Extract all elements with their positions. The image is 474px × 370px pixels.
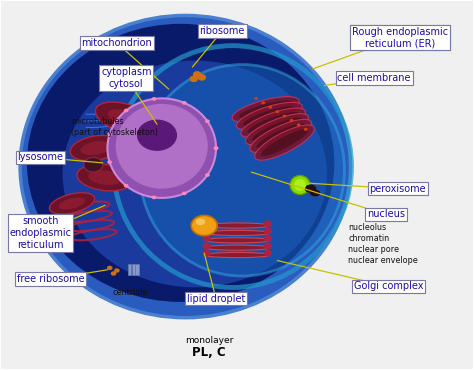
Ellipse shape — [261, 101, 265, 104]
Ellipse shape — [77, 164, 133, 191]
Ellipse shape — [202, 235, 211, 242]
Ellipse shape — [232, 97, 299, 122]
Ellipse shape — [139, 64, 345, 276]
Text: PL, C: PL, C — [192, 346, 226, 359]
Ellipse shape — [205, 173, 210, 177]
Ellipse shape — [214, 146, 219, 150]
Ellipse shape — [264, 250, 272, 256]
Ellipse shape — [264, 221, 272, 227]
Ellipse shape — [264, 235, 272, 242]
Ellipse shape — [294, 179, 306, 191]
Ellipse shape — [20, 16, 351, 318]
Ellipse shape — [63, 61, 327, 287]
Ellipse shape — [198, 74, 206, 81]
Ellipse shape — [264, 228, 272, 234]
Ellipse shape — [205, 120, 210, 123]
Ellipse shape — [49, 193, 95, 214]
Ellipse shape — [239, 100, 292, 118]
Ellipse shape — [252, 118, 302, 141]
Ellipse shape — [152, 196, 156, 199]
Text: lipid droplet: lipid droplet — [187, 293, 245, 303]
Ellipse shape — [191, 215, 217, 236]
Ellipse shape — [107, 160, 112, 164]
Ellipse shape — [243, 106, 296, 126]
Ellipse shape — [70, 135, 121, 161]
Ellipse shape — [256, 124, 305, 148]
Ellipse shape — [202, 221, 211, 227]
Ellipse shape — [107, 266, 113, 270]
Text: cell membrane: cell membrane — [337, 73, 411, 83]
Ellipse shape — [204, 245, 270, 250]
Ellipse shape — [190, 75, 198, 82]
Ellipse shape — [255, 125, 314, 160]
Ellipse shape — [304, 128, 308, 131]
Ellipse shape — [290, 119, 293, 122]
Ellipse shape — [182, 192, 187, 195]
Text: nucleolus
chromatin
nuclear pore
nuclear envelope: nucleolus chromatin nuclear pore nuclear… — [348, 223, 418, 265]
Ellipse shape — [261, 129, 308, 156]
Ellipse shape — [108, 109, 145, 128]
Ellipse shape — [88, 170, 122, 185]
Ellipse shape — [84, 157, 103, 172]
Bar — [131, 264, 135, 275]
Ellipse shape — [107, 132, 112, 136]
Text: Rough endoplasmic
reticulum (ER): Rough endoplasmic reticulum (ER) — [352, 27, 448, 48]
Text: Rough endoplasmic
reticulum (ER): Rough endoplasmic reticulum (ER) — [352, 27, 448, 48]
Ellipse shape — [247, 112, 299, 134]
Ellipse shape — [114, 268, 120, 273]
Ellipse shape — [254, 97, 258, 100]
Ellipse shape — [264, 242, 272, 249]
Ellipse shape — [204, 223, 270, 228]
Ellipse shape — [204, 231, 270, 235]
Ellipse shape — [202, 250, 211, 256]
Ellipse shape — [290, 175, 310, 195]
Ellipse shape — [268, 106, 272, 109]
Text: Golgi complex: Golgi complex — [354, 281, 423, 291]
Bar — [135, 264, 138, 275]
Text: nucleus: nucleus — [367, 209, 405, 219]
Ellipse shape — [108, 98, 216, 198]
Ellipse shape — [283, 115, 286, 118]
Ellipse shape — [111, 271, 117, 276]
Ellipse shape — [297, 124, 301, 127]
Ellipse shape — [246, 114, 309, 145]
Ellipse shape — [241, 108, 305, 137]
Ellipse shape — [202, 228, 211, 234]
Ellipse shape — [124, 184, 128, 188]
Bar — [128, 264, 131, 275]
Text: microtubules
(part of cytoskeleton): microtubules (part of cytoskeleton) — [71, 117, 158, 137]
Text: smooth
endoplasmic
reticulum: smooth endoplasmic reticulum — [9, 216, 72, 250]
Text: monolayer: monolayer — [185, 336, 233, 345]
Ellipse shape — [124, 109, 128, 112]
Text: free ribosome: free ribosome — [17, 274, 84, 284]
Text: lysosome: lysosome — [18, 152, 64, 162]
Ellipse shape — [204, 252, 270, 258]
Ellipse shape — [116, 104, 208, 189]
Ellipse shape — [81, 141, 111, 155]
Ellipse shape — [310, 190, 320, 196]
Ellipse shape — [182, 101, 187, 105]
Ellipse shape — [202, 242, 211, 249]
Ellipse shape — [137, 120, 177, 151]
Ellipse shape — [95, 102, 157, 135]
Ellipse shape — [214, 146, 219, 150]
Ellipse shape — [196, 219, 205, 225]
Ellipse shape — [275, 110, 279, 113]
Text: ribosome: ribosome — [200, 26, 245, 36]
Ellipse shape — [58, 197, 85, 209]
Ellipse shape — [193, 71, 201, 78]
Ellipse shape — [304, 185, 316, 193]
Text: cytoplasm
cytosol: cytoplasm cytosol — [101, 67, 152, 89]
Ellipse shape — [27, 24, 334, 302]
Ellipse shape — [237, 102, 302, 130]
Text: mitochondrion: mitochondrion — [82, 38, 152, 48]
Text: peroxisome: peroxisome — [369, 184, 426, 194]
Ellipse shape — [204, 238, 270, 243]
Text: centriole: centriole — [112, 288, 147, 297]
Ellipse shape — [152, 97, 156, 101]
Ellipse shape — [250, 120, 311, 152]
